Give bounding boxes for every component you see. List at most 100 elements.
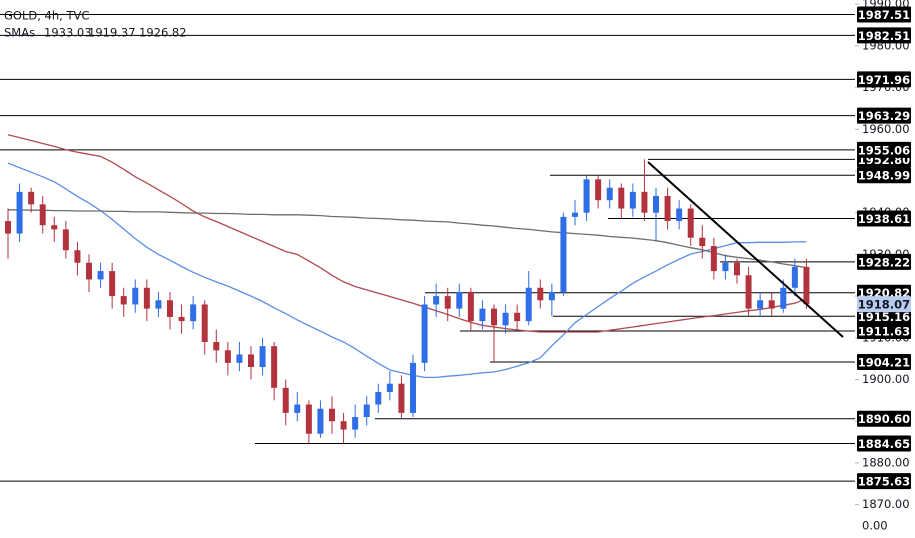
level-label: 1971.96	[858, 73, 910, 87]
level-label-box	[857, 308, 911, 325]
candle-body	[329, 408, 335, 422]
candle-body	[780, 287, 787, 309]
sma-value: 1919.37	[88, 26, 136, 40]
candle-body	[791, 266, 798, 288]
candle-body	[363, 404, 370, 418]
candle-body	[572, 212, 578, 217]
level-label-box	[857, 141, 911, 158]
level-label-box	[857, 167, 911, 184]
candle-body	[768, 300, 775, 309]
candle-body	[560, 216, 567, 292]
sma-line	[7, 162, 807, 379]
level-label: 1890.60	[858, 412, 910, 426]
candle-body	[421, 304, 428, 363]
candle-body	[433, 296, 440, 305]
candle-body	[74, 250, 81, 263]
candle-body	[548, 291, 555, 301]
trend-line	[647, 161, 844, 338]
candle-body	[745, 275, 752, 309]
level-label: 1938.61	[858, 212, 910, 226]
level-label-box	[857, 435, 911, 452]
candle-body	[491, 308, 497, 326]
candle-body	[201, 304, 208, 342]
candle-body	[132, 287, 139, 305]
candle-body	[178, 316, 185, 322]
candle-body	[317, 408, 324, 434]
candle-body	[167, 300, 173, 317]
candle-body	[340, 421, 347, 430]
level-label-box	[857, 210, 911, 227]
level-label: 1955.06	[858, 143, 910, 157]
level-label: 1982.51	[858, 29, 910, 43]
candle-body	[514, 312, 521, 322]
candle-body	[734, 262, 740, 276]
candle-body	[687, 208, 694, 238]
candle-body	[386, 383, 393, 393]
level-label: 1928.22	[858, 255, 910, 269]
candle-body	[352, 417, 359, 430]
candle-body	[699, 237, 706, 247]
candle-body	[86, 262, 92, 280]
candle-body	[213, 341, 220, 351]
sma-value: 1933.03	[44, 26, 92, 40]
candle-body	[97, 271, 104, 280]
level-label-box	[857, 107, 911, 124]
level-label: 1875.63	[858, 475, 910, 489]
price-label-box	[857, 296, 911, 313]
level-label-box	[857, 6, 911, 23]
candle-body	[664, 196, 671, 222]
candle-body	[618, 187, 625, 209]
candle-body	[271, 346, 278, 388]
price-label: 1918.07	[858, 298, 910, 312]
candle-body	[722, 262, 729, 272]
candle-body	[456, 291, 463, 309]
candle-body	[236, 354, 243, 363]
y-tick-label: 1870.00	[862, 497, 910, 511]
level-label-box	[857, 410, 911, 427]
candle-body	[537, 287, 544, 301]
candle-body	[525, 287, 532, 322]
candle-body	[224, 350, 231, 363]
level-label-box	[857, 353, 911, 370]
candle-body	[479, 308, 486, 322]
y-tick-label: 1880.00	[862, 455, 910, 469]
sma-value: 1926.82	[139, 26, 187, 40]
candle-body	[282, 387, 289, 413]
level-label: 1987.51	[858, 8, 910, 22]
candle-body	[757, 300, 764, 309]
candle-body	[641, 191, 648, 213]
candle-body	[398, 383, 405, 413]
level-label: 1884.65	[858, 437, 910, 451]
level-labels: 1987.511982.511971.961963.291952.801955.…	[857, 6, 911, 490]
candle-body	[28, 191, 35, 205]
candle-body	[410, 362, 416, 413]
candles	[5, 159, 810, 444]
moving-averages	[7, 134, 807, 379]
candle-body	[109, 271, 116, 297]
level-label: 1911.63	[858, 325, 910, 339]
y-tick-label: 1960.00	[862, 122, 910, 136]
candle-body	[606, 187, 613, 201]
candle-body	[676, 208, 683, 222]
candle-body	[444, 296, 451, 309]
candle-body	[51, 225, 58, 230]
candle-body	[803, 266, 810, 305]
y-tick-label: 1990.00	[862, 0, 910, 11]
candle-body	[294, 404, 301, 413]
candle-body	[143, 287, 150, 309]
sma-line	[8, 209, 807, 269]
levels	[0, 14, 855, 482]
candle-body	[653, 196, 659, 213]
candle-body	[583, 179, 590, 213]
sma-line	[7, 134, 807, 333]
level-label: 1915.16	[858, 310, 910, 324]
candle-body	[629, 191, 636, 209]
candle-body	[5, 221, 11, 234]
level-label: 1904.21	[858, 355, 910, 369]
level-label-box	[857, 27, 911, 44]
level-label-box	[857, 253, 911, 270]
candle-body	[595, 179, 602, 201]
level-label-box	[857, 71, 911, 88]
